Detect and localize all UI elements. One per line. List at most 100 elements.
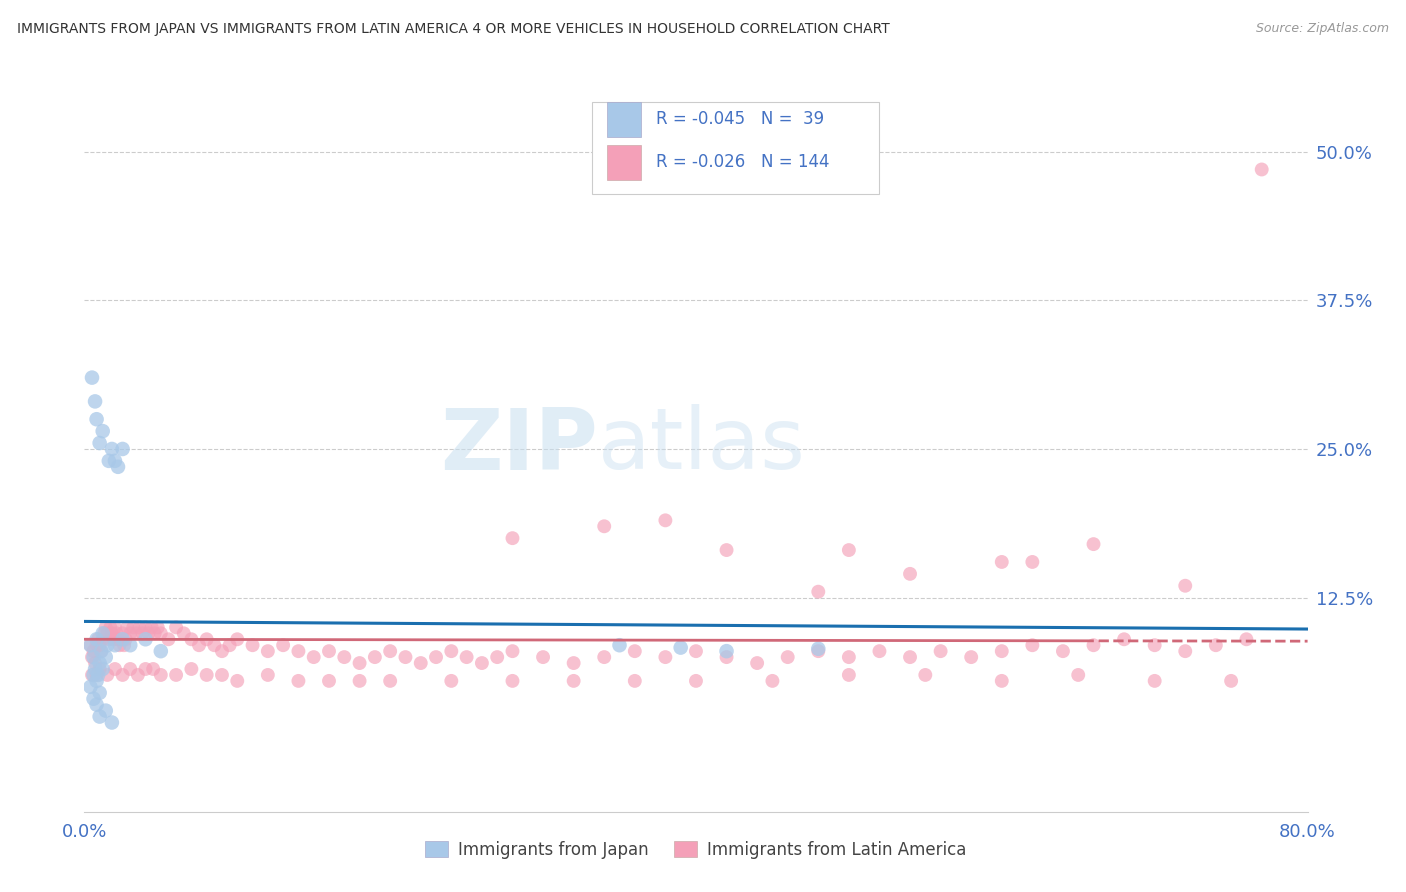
- Point: [440, 673, 463, 688]
- Point: [807, 584, 830, 599]
- Point: [97, 632, 120, 647]
- Point: [165, 620, 187, 634]
- Point: [149, 626, 172, 640]
- Point: [90, 644, 112, 658]
- Point: [86, 412, 108, 426]
- Point: [654, 650, 676, 665]
- Point: [104, 620, 127, 634]
- Point: [97, 454, 120, 468]
- Point: [101, 442, 124, 456]
- Point: [107, 459, 129, 474]
- Point: [609, 638, 631, 652]
- Point: [86, 698, 108, 712]
- Point: [80, 668, 103, 682]
- Point: [111, 668, 134, 682]
- Point: [349, 673, 371, 688]
- Point: [226, 673, 249, 688]
- Point: [1205, 638, 1227, 652]
- Point: [107, 632, 129, 647]
- Point: [105, 626, 128, 640]
- Point: [333, 650, 356, 665]
- Point: [188, 638, 211, 652]
- Point: [349, 656, 371, 670]
- Point: [1067, 668, 1090, 682]
- Point: [425, 650, 447, 665]
- Point: [287, 673, 309, 688]
- Point: [838, 650, 860, 665]
- Legend: Immigrants from Japan, Immigrants from Latin America: Immigrants from Japan, Immigrants from L…: [419, 834, 973, 865]
- Point: [1114, 632, 1136, 647]
- Point: [86, 632, 108, 647]
- Text: IMMIGRANTS FROM JAPAN VS IMMIGRANTS FROM LATIN AMERICA 4 OR MORE VEHICLES IN HOU: IMMIGRANTS FROM JAPAN VS IMMIGRANTS FROM…: [17, 22, 890, 37]
- Point: [120, 662, 142, 676]
- Point: [89, 638, 111, 652]
- Point: [471, 656, 494, 670]
- Point: [991, 673, 1014, 688]
- Point: [257, 668, 280, 682]
- Point: [776, 650, 799, 665]
- Point: [318, 673, 340, 688]
- Point: [98, 620, 121, 634]
- Point: [89, 686, 111, 700]
- Point: [83, 650, 105, 665]
- Point: [86, 668, 108, 682]
- Point: [111, 632, 134, 647]
- Point: [685, 673, 707, 688]
- FancyBboxPatch shape: [592, 103, 880, 194]
- Point: [135, 662, 157, 676]
- Point: [122, 620, 145, 634]
- Point: [502, 673, 524, 688]
- Point: [960, 650, 983, 665]
- Point: [149, 668, 172, 682]
- Point: [120, 626, 142, 640]
- Point: [96, 638, 118, 652]
- Point: [84, 662, 107, 676]
- Point: [593, 519, 616, 533]
- FancyBboxPatch shape: [606, 102, 641, 137]
- Point: [114, 632, 136, 647]
- Point: [135, 620, 157, 634]
- Point: [1220, 673, 1243, 688]
- Point: [685, 644, 707, 658]
- Point: [83, 668, 105, 682]
- Point: [89, 709, 111, 723]
- Point: [654, 513, 676, 527]
- Point: [91, 662, 114, 676]
- Point: [271, 638, 294, 652]
- Point: [218, 638, 240, 652]
- Point: [1143, 673, 1166, 688]
- Point: [149, 644, 172, 658]
- Point: [380, 673, 402, 688]
- Point: [138, 626, 160, 640]
- Point: [1174, 579, 1197, 593]
- Point: [838, 668, 860, 682]
- Point: [91, 424, 114, 438]
- Point: [157, 632, 180, 647]
- Point: [101, 715, 124, 730]
- Point: [302, 650, 325, 665]
- Point: [486, 650, 509, 665]
- Point: [86, 673, 108, 688]
- Point: [128, 620, 150, 634]
- Text: Source: ZipAtlas.com: Source: ZipAtlas.com: [1256, 22, 1389, 36]
- Point: [1052, 644, 1074, 658]
- FancyBboxPatch shape: [606, 145, 641, 180]
- Point: [89, 656, 111, 670]
- Point: [914, 668, 936, 682]
- Point: [202, 638, 225, 652]
- Point: [1083, 537, 1105, 551]
- Point: [146, 620, 169, 634]
- Point: [929, 644, 952, 658]
- Point: [226, 632, 249, 647]
- Point: [127, 668, 149, 682]
- Point: [93, 626, 115, 640]
- Point: [87, 668, 110, 682]
- Point: [115, 620, 138, 634]
- Point: [80, 650, 103, 665]
- Point: [89, 662, 111, 676]
- Point: [94, 650, 117, 665]
- Point: [91, 632, 114, 647]
- Point: [456, 650, 478, 665]
- Point: [898, 650, 921, 665]
- Point: [143, 626, 166, 640]
